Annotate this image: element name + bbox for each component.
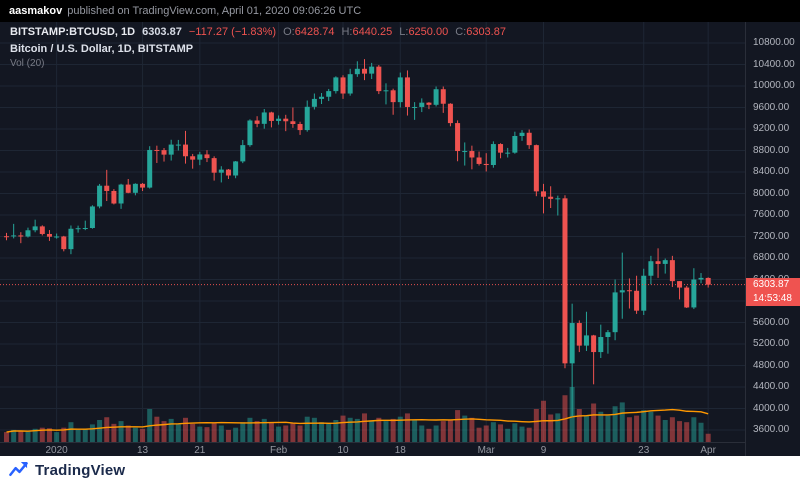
tradingview-wordmark[interactable]: TradingView (35, 462, 126, 479)
price-axis-label: 8000.00 (753, 187, 790, 199)
price-axis-label: 4400.00 (753, 381, 790, 392)
time-axis-label: 23 (638, 445, 650, 456)
tradingview-logo-icon[interactable] (9, 461, 28, 480)
chart-region: BITSTAMP:BTCUSD, 1D 6303.87 −117.27 (−1.… (0, 22, 800, 456)
price-axis[interactable]: 6303.87 14:53:48 10800.00 10400.00 10000.0… (745, 22, 800, 456)
countdown-badge: 14:53:48 (746, 291, 800, 306)
time-axis-label: 9 (540, 445, 547, 456)
high-label: H: (341, 26, 353, 38)
time-axis-label: 21 (194, 445, 206, 456)
time-axis-label: Mar (477, 445, 495, 456)
price-axis-label: 9600.00 (753, 101, 790, 113)
price-axis-label: 4000.00 (753, 402, 790, 414)
price-change: −117.27 (−1.83%) (188, 26, 277, 38)
high-value: 6440.25 (352, 26, 393, 38)
open-label: O: (283, 26, 295, 38)
volume-indicator-label: Vol (20) (10, 58, 45, 69)
price-axis-label: 5200.00 (753, 338, 790, 349)
time-axis-label: 10 (337, 445, 349, 456)
footer-bar: TradingView (0, 456, 800, 485)
time-axis[interactable]: 2020 13 21 Feb 10 18 Mar 9 23 Apr (0, 442, 745, 456)
price-chart-canvas[interactable] (0, 22, 800, 456)
attribution-username: aasmakov (9, 5, 63, 17)
price-axis-label: 9200.00 (753, 123, 790, 134)
current-price-badge: 6303.87 (746, 277, 800, 292)
price-axis-label: 7600.00 (753, 209, 790, 220)
ohlc-values: O:6428.74 H:6440.25 L:6250.00 C:6303.87 (283, 26, 506, 38)
price-axis-label: 5600.00 (753, 316, 790, 328)
price-axis-label: 7200.00 (753, 230, 790, 242)
symbol-info-bar: BITSTAMP:BTCUSD, 1D 6303.87 −117.27 (−1.… (10, 26, 506, 38)
attribution-bar: aasmakov published on TradingView.com, A… (0, 0, 800, 22)
price-axis-label: 10800.00 (753, 37, 795, 48)
price-axis-label: 10000.00 (753, 80, 795, 91)
low-value: 6250.00 (408, 26, 449, 38)
close-value: 6303.87 (466, 26, 506, 38)
price-axis-label: 4800.00 (753, 359, 790, 371)
symbol-name: BITSTAMP:BTCUSD, 1D (10, 26, 136, 38)
price-axis-label: 8800.00 (753, 144, 790, 156)
price-axis-label: 6800.00 (753, 252, 790, 263)
close-label: C: (455, 26, 467, 38)
price-axis-label: 10400.00 (753, 58, 795, 70)
time-axis-label: Feb (269, 445, 288, 456)
last-price: 6303.87 (142, 26, 182, 38)
price-axis-label: 8400.00 (753, 166, 790, 177)
low-label: L: (399, 26, 409, 38)
time-axis-label: 2020 (45, 445, 68, 456)
chart-legend-title: Bitcoin / U.S. Dollar, 1D, BITSTAMP (10, 43, 194, 55)
attribution-text: published on TradingView.com, April 01, … (67, 5, 362, 17)
open-value: 6428.74 (294, 26, 335, 38)
price-axis-label: 3600.00 (753, 424, 790, 435)
time-axis-label: 18 (394, 445, 406, 456)
time-axis-label: 13 (136, 445, 149, 456)
time-axis-label: Apr (700, 445, 716, 456)
